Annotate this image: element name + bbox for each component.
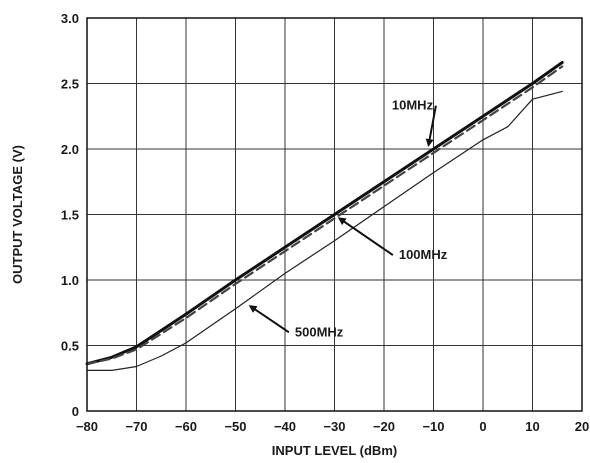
y-axis-ticks: 0 0.5 1.0 1.5 2.0 2.5 3.0: [61, 11, 79, 419]
x-axis-ticks: −80 −70 −60 −50 −40 −30 −20 −10 0 10 20: [76, 419, 589, 434]
y-tick-label: 3.0: [61, 11, 79, 26]
x-tick-label: −70: [125, 419, 147, 434]
series-line-500mhz: [86, 90, 563, 371]
y-tick-label: 1.5: [61, 208, 79, 223]
y-tick-label: 2.5: [61, 77, 79, 92]
annotation-arrow: [425, 105, 437, 148]
x-tick-label: −80: [76, 419, 98, 434]
x-tick-label: −60: [175, 419, 197, 434]
annotation-label: 10MHz: [392, 98, 434, 113]
x-tick-label: −50: [224, 419, 246, 434]
annotation-label: 500MHz: [295, 324, 344, 339]
annotation-arrow: [248, 305, 290, 334]
y-tick-label: 0.5: [61, 339, 79, 354]
annotation-arrow: [337, 217, 394, 256]
annotation-label: 100MHz: [399, 247, 448, 262]
x-tick-label: 10: [525, 419, 539, 434]
y-tick-label: 0: [72, 404, 79, 419]
y-axis-title: OUTPUT VOLTAGE (V): [10, 145, 25, 284]
series-line-100mhz: [85, 65, 564, 365]
annotations: 10MHz 100MHz 500MHz: [248, 98, 448, 339]
series-line-10mhz: [85, 61, 564, 366]
x-tick-label: −10: [422, 419, 444, 434]
x-tick-label: −20: [373, 419, 395, 434]
x-tick-label: 0: [479, 419, 486, 434]
x-axis-title: INPUT LEVEL (dBm): [272, 443, 397, 458]
x-tick-label: −30: [323, 419, 345, 434]
x-tick-label: −40: [274, 419, 296, 434]
x-tick-label: 20: [575, 419, 589, 434]
plot-frame: [86, 17, 583, 412]
y-tick-label: 1.0: [61, 273, 79, 288]
series-lines: [85, 61, 564, 371]
y-tick-label: 2.0: [61, 142, 79, 157]
